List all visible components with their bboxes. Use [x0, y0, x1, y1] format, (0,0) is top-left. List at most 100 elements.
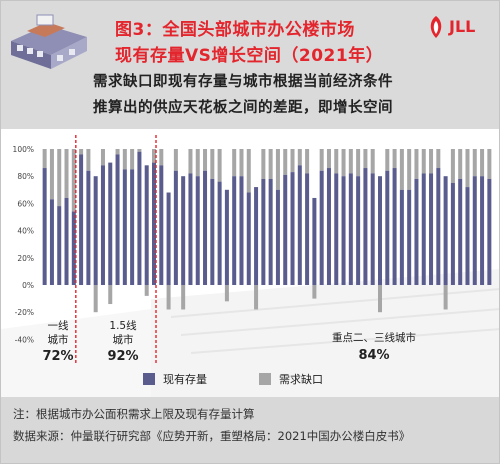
jll-logo-mark-icon — [430, 16, 442, 38]
bar-existing-stock — [217, 181, 222, 285]
bar-demand-gap — [487, 149, 492, 179]
bar-existing-stock — [254, 187, 259, 285]
bars — [42, 149, 492, 313]
bar-existing-stock — [312, 197, 317, 285]
group-label: 1.5线 — [109, 319, 137, 332]
bar-existing-stock — [181, 176, 186, 285]
bar-existing-stock — [144, 165, 149, 285]
bar-existing-stock — [130, 169, 135, 285]
header-band: 图3：全国头部城市办公楼市场 现有存量VS增长空间（2021年） 需求缺口即现有… — [1, 1, 499, 129]
y-tick-label: 100% — [13, 145, 34, 154]
bar-demand-gap — [203, 149, 208, 171]
bar-demand-gap — [385, 149, 390, 171]
bar-existing-stock — [407, 189, 412, 285]
bar-demand-gap — [217, 149, 222, 182]
bar-demand-gap — [326, 149, 331, 169]
bar-existing-stock — [137, 151, 142, 285]
y-tick-label: -40% — [15, 335, 34, 344]
background-decor — [1, 269, 499, 397]
bar-existing-stock — [378, 176, 383, 285]
bar-demand-gap — [290, 149, 295, 173]
legend-label: 需求缺口 — [279, 372, 323, 386]
bar-demand-gap — [130, 149, 135, 170]
bar-existing-stock — [261, 178, 266, 285]
bar-existing-stock — [203, 170, 208, 285]
bar-existing-stock — [297, 165, 302, 285]
bar-demand-gap — [71, 149, 76, 212]
bar-existing-stock — [290, 172, 295, 285]
bar-existing-stock — [472, 176, 477, 285]
bar-demand-gap — [465, 149, 470, 188]
bar-existing-stock — [283, 174, 288, 285]
bar-existing-stock — [115, 154, 120, 285]
bar-existing-stock — [232, 176, 237, 285]
bar-existing-stock — [195, 176, 200, 285]
footer-source: 数据来源：仲量联行研究部《应势开新，重塑格局：2021中国办公楼白皮书》 — [13, 429, 411, 443]
bar-existing-stock — [49, 199, 54, 285]
bar-demand-gap — [79, 149, 84, 155]
bar-demand-gap — [268, 149, 273, 179]
chart-title-line1: 图3：全国头部城市办公楼市场 — [115, 20, 355, 40]
bar-existing-stock — [57, 206, 62, 285]
chart-title-line2: 现有存量VS增长空间（2021年） — [115, 46, 384, 66]
bar-existing-stock — [363, 168, 368, 285]
chart-subtitle-line2: 推算出的供应天花板之间的差距，即增长空间 — [93, 100, 393, 116]
jll-logo: JLL — [426, 15, 496, 41]
bar-existing-stock — [487, 178, 492, 285]
bar-demand-gap — [458, 149, 463, 179]
bar-demand-gap — [261, 149, 266, 179]
bar-existing-stock — [224, 189, 229, 285]
bar-demand-gap — [166, 285, 171, 310]
group-label: 重点二、三线城市 — [332, 331, 416, 344]
building-icon — [11, 14, 87, 69]
y-tick-label: 80% — [17, 172, 34, 181]
group-value-label: 84% — [358, 348, 389, 363]
bar-demand-gap — [181, 285, 186, 310]
bar-existing-stock — [421, 173, 426, 285]
bar-demand-gap — [283, 149, 288, 175]
bar-demand-gap — [480, 149, 485, 177]
bar-demand-gap — [232, 149, 237, 177]
bar-demand-gap — [370, 149, 375, 174]
bar-demand-gap — [86, 149, 91, 171]
bar-demand-gap — [188, 149, 193, 174]
bar-existing-stock — [159, 165, 164, 285]
bar-demand-gap — [49, 149, 54, 200]
bar-existing-stock — [210, 178, 215, 285]
bar-demand-gap — [334, 149, 339, 174]
bar-existing-stock — [414, 178, 419, 285]
legend-swatch — [259, 373, 271, 385]
bar-demand-gap — [392, 149, 397, 169]
bar-demand-gap — [64, 149, 69, 198]
bar-existing-stock — [458, 178, 463, 285]
bar-demand-gap — [275, 149, 280, 190]
bar-existing-stock — [465, 187, 470, 285]
bar-existing-stock — [71, 211, 76, 285]
bar-existing-stock — [188, 173, 193, 285]
bar-existing-stock — [334, 173, 339, 285]
bar-demand-gap — [443, 285, 448, 310]
bar-demand-gap — [429, 149, 434, 174]
bar-demand-gap — [137, 149, 142, 152]
bar-existing-stock — [341, 176, 346, 285]
legend-label: 现有存量 — [163, 372, 207, 386]
bar-demand-gap — [319, 149, 324, 171]
bar-existing-stock — [268, 178, 273, 285]
bar-existing-stock — [86, 170, 91, 285]
footer-note: 注：根据城市办公面积需求上限及现有存量计算 — [13, 407, 255, 421]
bar-existing-stock — [173, 170, 178, 285]
bar-existing-stock — [450, 183, 455, 285]
bar-demand-gap — [210, 149, 215, 179]
y-axis: 100% 80% 60% 40% 20% 0% -20% -40% — [13, 145, 34, 344]
y-tick-label: -20% — [15, 308, 34, 317]
bar-existing-stock — [305, 173, 310, 285]
bar-existing-stock — [385, 170, 390, 285]
bar-existing-stock — [246, 192, 251, 285]
bar-existing-stock — [436, 168, 441, 285]
bar-demand-gap — [122, 149, 127, 170]
bar-existing-stock — [239, 176, 244, 285]
bar-demand-gap — [472, 149, 477, 177]
